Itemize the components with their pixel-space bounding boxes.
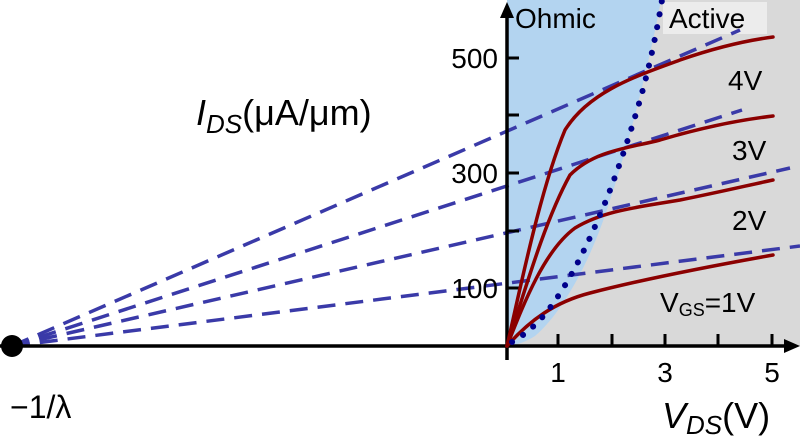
x-ticks	[556, 334, 774, 346]
y-tick-label-300: 300	[451, 158, 498, 189]
curve-vgs-3v	[505, 114, 775, 348]
series-label-1v: VGS=1V	[660, 287, 756, 320]
extrapolation-lines	[11, 28, 800, 348]
extrapolation-line-4v	[11, 28, 741, 348]
intercept-label: −1/λ	[10, 389, 71, 425]
y-tick-label-500: 500	[451, 43, 498, 74]
saturation-boundary	[509, 0, 665, 345]
curve-vgs-1v	[505, 253, 775, 348]
series-label-4v: 4V	[728, 65, 763, 96]
y-tick-label-100: 100	[451, 273, 498, 304]
y-axis-label: IDS(μA/μm)	[196, 92, 372, 139]
curve-vgs-4v	[505, 35, 775, 348]
ohmic-label: Ohmic	[515, 3, 596, 34]
active-label: Active	[669, 3, 745, 34]
x-tick-label-3: 3	[657, 357, 673, 388]
y-axis-arrow-icon	[500, 2, 514, 18]
extrapolation-line-2v	[11, 166, 791, 348]
curve-vgs-2v	[505, 178, 775, 348]
x-tick-label-1: 1	[550, 357, 566, 388]
series-label-2v: 2V	[732, 205, 767, 236]
axes	[0, 14, 788, 360]
x-tick-label-5: 5	[764, 357, 780, 388]
y-ticks	[507, 56, 519, 290]
extrapolation-line-1v	[11, 244, 800, 348]
x-axis-label: VDS(V)	[662, 395, 770, 439]
series-label-3v: 3V	[732, 135, 767, 166]
x-axis-arrow-icon	[784, 339, 800, 353]
extrapolation-line-3v	[11, 108, 743, 348]
active-label-bg	[663, 2, 767, 34]
intercept-point	[1, 335, 23, 357]
iv-curves	[505, 35, 775, 348]
